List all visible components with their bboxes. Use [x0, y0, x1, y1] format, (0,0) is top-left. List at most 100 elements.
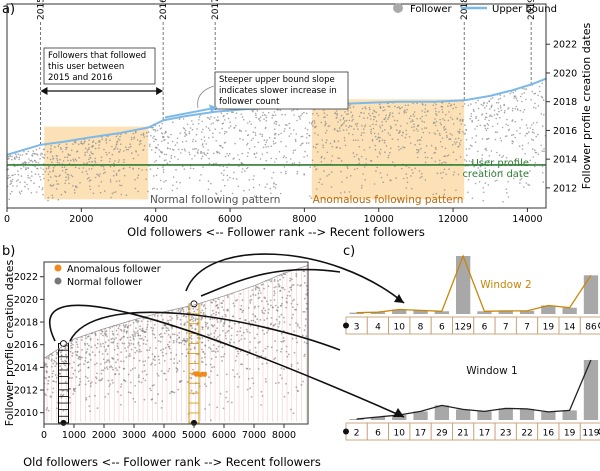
normal-follower-dot — [213, 366, 216, 368]
follower-dot — [85, 170, 88, 173]
follower-dot — [512, 140, 514, 143]
follower-dot — [376, 166, 379, 169]
normal-follower-dot — [218, 334, 221, 336]
normal-follower-dot — [69, 402, 71, 404]
normal-follower-dot — [110, 365, 112, 367]
count-cell-value: 2 — [354, 429, 360, 439]
follower-dot — [91, 161, 93, 163]
follower-dot — [514, 136, 516, 139]
follower-dot — [154, 129, 156, 131]
follower-dot — [444, 128, 447, 130]
normal-follower-dot — [240, 363, 242, 366]
follower-dot — [265, 159, 268, 162]
follower-dot — [51, 155, 54, 157]
follower-dot — [523, 186, 525, 188]
follower-dot — [200, 174, 202, 176]
follower-dot — [474, 182, 477, 185]
normal-follower-dot — [263, 296, 266, 299]
follower-dot — [443, 161, 445, 163]
normal-follower-dot — [51, 358, 53, 361]
follower-dot — [280, 132, 282, 135]
normal-follower-dot — [230, 327, 233, 330]
normal-follower-dot — [119, 338, 122, 341]
normal-follower-dot — [263, 312, 266, 315]
follower-dot — [278, 124, 281, 126]
normal-follower-dot — [66, 390, 69, 393]
follower-dot — [434, 124, 437, 127]
normal-follower-dot — [228, 320, 231, 323]
normal-follower-dot — [284, 273, 287, 276]
normal-follower-dot — [283, 368, 285, 370]
follower-dot — [365, 158, 368, 160]
follower-dot — [484, 167, 487, 169]
follower-dot — [533, 132, 535, 134]
normal-follower-dot — [291, 337, 294, 340]
follower-dot — [162, 171, 165, 173]
normal-follower-dot — [106, 359, 109, 362]
follower-dot — [350, 125, 353, 128]
follower-dot — [340, 170, 342, 173]
follower-dot — [233, 157, 235, 159]
normal-follower-dot — [181, 353, 184, 355]
follower-dot — [469, 144, 472, 146]
normal-follower-dot — [172, 341, 175, 344]
normal-follower-dot — [116, 333, 119, 336]
normal-follower-dot — [228, 325, 231, 328]
follower-dot — [363, 166, 366, 168]
follower-dot — [341, 123, 344, 125]
normal-follower-dot — [166, 343, 169, 346]
follower-dot — [520, 177, 523, 180]
follower-dot — [336, 129, 339, 132]
follower-dot — [472, 109, 475, 111]
follower-dot — [42, 193, 44, 196]
normal-follower-dot — [234, 322, 236, 325]
follower-dot — [423, 121, 426, 123]
follower-dot — [386, 174, 389, 176]
follower-dot — [535, 107, 537, 109]
follower-dot — [430, 144, 433, 147]
follower-dot — [501, 170, 503, 172]
follower-dot — [39, 158, 41, 160]
normal-follower-dot — [150, 363, 153, 366]
follower-dot — [478, 181, 481, 183]
follower-dot — [239, 137, 241, 140]
normal-follower-dot — [277, 280, 279, 282]
normal-follower-dot — [89, 385, 92, 388]
follower-dot — [314, 165, 316, 168]
follower-dot — [18, 191, 21, 193]
normal-follower-dot — [280, 332, 283, 335]
normal-follower-dot — [301, 334, 304, 337]
follower-dot — [110, 196, 112, 199]
follower-dot — [308, 142, 310, 144]
follower-dot — [184, 150, 186, 152]
normal-follower-dot — [269, 299, 272, 302]
follower-dot — [496, 123, 499, 125]
normal-follower-dot — [121, 342, 124, 345]
normal-follower-dot — [217, 350, 219, 353]
follower-dot — [90, 151, 92, 153]
follower-dot — [58, 143, 60, 146]
follower-dot — [416, 156, 419, 159]
follower-dot — [215, 192, 217, 194]
follower-dot — [49, 171, 51, 173]
follower-dot — [172, 148, 174, 151]
normal-follower-dot — [278, 315, 281, 318]
normal-follower-dot — [132, 335, 135, 337]
normal-follower-dot — [249, 295, 252, 297]
normal-follower-dot — [190, 389, 193, 392]
normal-follower-dot — [109, 366, 111, 368]
follower-dot — [383, 118, 385, 121]
follower-dot — [484, 107, 486, 109]
normal-follower-dot — [106, 353, 109, 356]
normal-follower-dot — [305, 307, 308, 310]
follower-dot — [151, 188, 154, 190]
connector-window2-upper — [185, 253, 405, 304]
normal-follower-dot — [185, 315, 188, 318]
y-tick-label: 2012 — [14, 386, 38, 397]
normal-follower-dot — [120, 383, 123, 386]
normal-follower-dot — [255, 285, 257, 288]
follower-dot — [366, 117, 369, 119]
follower-dot — [352, 152, 355, 154]
follower-dot — [12, 185, 14, 187]
normal-follower-dot — [162, 348, 165, 351]
